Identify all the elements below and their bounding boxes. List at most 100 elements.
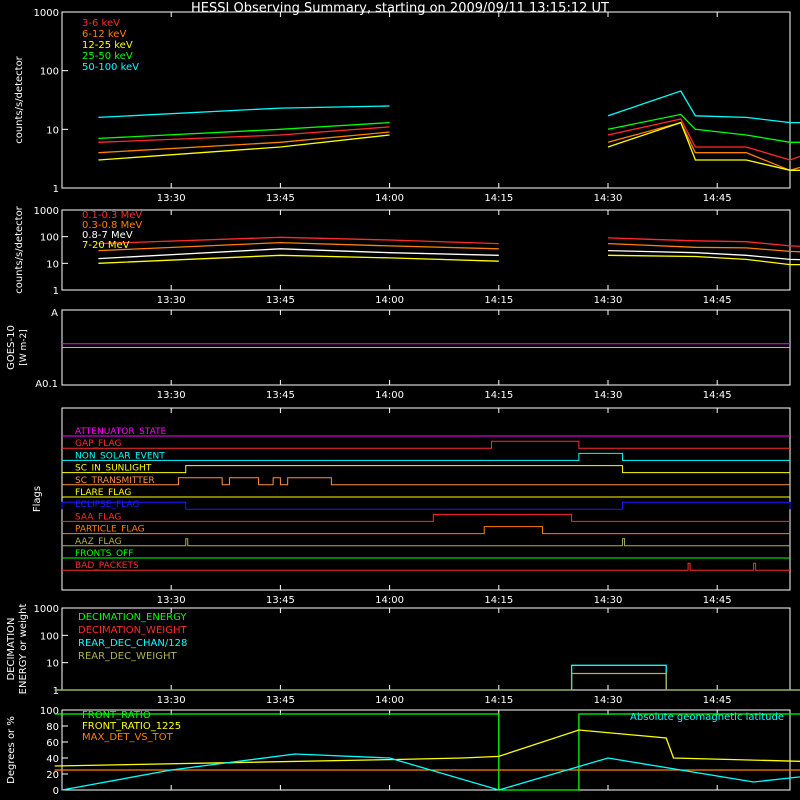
ratio-ytick-label: 80 [46, 722, 59, 733]
flags-panel-xtick-label: 14:30 [594, 595, 623, 606]
flag-trace [62, 562, 790, 571]
highenergy-series-line [607, 242, 800, 253]
counts-ytick-label: 100 [40, 67, 59, 78]
decimation-legend-entry: DECIMATION_ENERGY [78, 612, 187, 623]
flag-label: BAD_PACKETS [75, 561, 139, 571]
flag-label: ECLIPSE_FLAG [75, 500, 139, 510]
goes-panel-xtick-label: 14:30 [594, 390, 623, 401]
counts-legend-entry: 3-6 keV [82, 18, 120, 29]
ratio-ytick-label: 40 [46, 754, 59, 765]
counts-panel-xtick-label: 13:30 [157, 193, 186, 204]
highenergy-ytick-label: 1000 [34, 206, 59, 217]
decimation-ylabel: ENERGY or weight [18, 604, 29, 695]
ratio-legend-entry: MAX_DET_VS_TOT [82, 732, 174, 743]
goes-ytick-label: A0.1 [35, 379, 58, 390]
highenergy-ytick-label: 10 [46, 259, 59, 270]
flags-panel-xtick-label: 14:45 [703, 595, 732, 606]
flag-trace [62, 440, 790, 449]
decimation-panel-xtick-label: 14:30 [594, 695, 623, 706]
decimation-panel-xtick-label: 13:30 [157, 695, 186, 706]
counts-series-line [98, 126, 390, 143]
highenergy-panel-xtick-label: 13:45 [266, 295, 295, 306]
highenergy-legend-entry: 0.3-0.8 MeV [82, 220, 142, 231]
counts-legend-entry: 25-50 keV [82, 51, 133, 62]
counts-series-line [98, 121, 390, 140]
highenergy-series-line [98, 254, 499, 264]
highenergy-series-line [607, 237, 800, 247]
flag-trace [62, 452, 790, 461]
highenergy-series-line [607, 249, 800, 261]
flags-panel-xtick-label: 14:15 [484, 595, 513, 606]
decimation-legend-entry: REAR_DEC_CHAN/128 [78, 638, 187, 649]
ratio-series-line [54, 729, 800, 767]
flag-label: ATTENUATOR_STATE [75, 427, 167, 437]
goes-panel-xtick-label: 14:45 [703, 390, 732, 401]
flag-trace [62, 465, 790, 474]
goes-panel-xtick-label: 13:45 [266, 390, 295, 401]
flag-label: NON_SOLAR_EVENT [75, 451, 165, 461]
highenergy-panel-frame [61, 209, 791, 291]
counts-series-line [98, 134, 390, 161]
highenergy-panel-xtick-label: 14:45 [703, 295, 732, 306]
counts-series-line [98, 131, 390, 154]
highenergy-panel-xtick-label: 13:30 [157, 295, 186, 306]
ratio-panel-frame [61, 709, 791, 791]
highenergy-series-line [98, 248, 499, 260]
ratio-series-line [61, 753, 800, 791]
flags-panel-frame [61, 407, 791, 591]
highenergy-legend-entry: 0.8-7 MeV [82, 230, 133, 241]
flag-label: FRONTS_OFF [75, 549, 133, 559]
ratio-legend-entry: FRONT_RATIO_1225 [82, 721, 181, 732]
ratio-legend-entry: FRONT_RATIO [82, 710, 151, 721]
flag-label: SC_TRANSMITTER [75, 476, 155, 486]
counts-series-line [607, 121, 800, 171]
goes-ytick-label: A [51, 308, 58, 319]
decimation-panel-xtick-label: 14:00 [375, 695, 404, 706]
ratio-ytick-label: 20 [46, 770, 59, 781]
flag-trace [61, 501, 791, 510]
ratio-ytick-label: 100 [40, 706, 59, 717]
counts-series-line [607, 121, 800, 171]
highenergy-series-line [607, 254, 800, 266]
decimation-legend-entry: REAR_DEC_WEIGHT [78, 651, 177, 662]
counts-panel-frame [61, 11, 791, 189]
counts-ytick-label: 10 [46, 125, 59, 136]
flag-label: FLARE_FLAG [75, 488, 131, 498]
highenergy-ytick-label: 1 [53, 286, 59, 297]
highenergy-panel-xtick-label: 14:30 [594, 295, 623, 306]
counts-legend-entry: 6-12 keV [82, 29, 126, 40]
flag-label: SAA_FLAG [75, 512, 121, 522]
counts-series-line [98, 105, 390, 119]
flag-trace [62, 513, 790, 522]
flag-label: PARTICLE_FLAG [75, 525, 145, 535]
counts-legend-entry: 12-25 keV [82, 40, 133, 51]
chart-title: HESSI Observing Summary, starting on 200… [191, 1, 609, 16]
highenergy-legend-entry: 7-20 MeV [82, 240, 130, 251]
counts-ylabel: counts/s/detector [14, 55, 25, 143]
flags-panel-xtick-label: 13:45 [266, 595, 295, 606]
highenergy-series-line [98, 241, 499, 252]
counts-ytick-label: 1 [53, 184, 59, 195]
counts-panel-xtick-label: 13:45 [266, 193, 295, 204]
highenergy-ytick-label: 100 [40, 233, 59, 244]
counts-panel-xtick-label: 14:00 [375, 193, 404, 204]
counts-series-line [607, 113, 800, 143]
highenergy-legend-entry: 0.1-0.3 MeV [82, 210, 142, 221]
ratio-annotation: Absolute geomagnetic latitude [630, 712, 784, 723]
flag-trace [62, 538, 790, 547]
flag-trace [62, 526, 790, 535]
goes-panel-xtick-label: 13:30 [157, 390, 186, 401]
counts-panel-xtick-label: 14:15 [484, 193, 513, 204]
highenergy-ylabel: counts/s/detector [14, 205, 25, 293]
counts-panel-xtick-label: 14:30 [594, 193, 623, 204]
decimation-ytick-label: 1000 [34, 604, 59, 615]
goes-panel-xtick-label: 14:00 [375, 390, 404, 401]
goes-ylabel-units: [W m-2] [19, 329, 29, 366]
flags-panel-xtick-label: 13:30 [157, 595, 186, 606]
counts-panel-xtick-label: 14:45 [703, 193, 732, 204]
flag-label: SC_IN_SUNLIGHT [75, 464, 152, 474]
decimation-legend-entry: DECIMATION_WEIGHT [78, 625, 187, 636]
decimation-ytick-label: 100 [40, 631, 59, 642]
flags-panel-xtick-label: 14:00 [375, 595, 404, 606]
